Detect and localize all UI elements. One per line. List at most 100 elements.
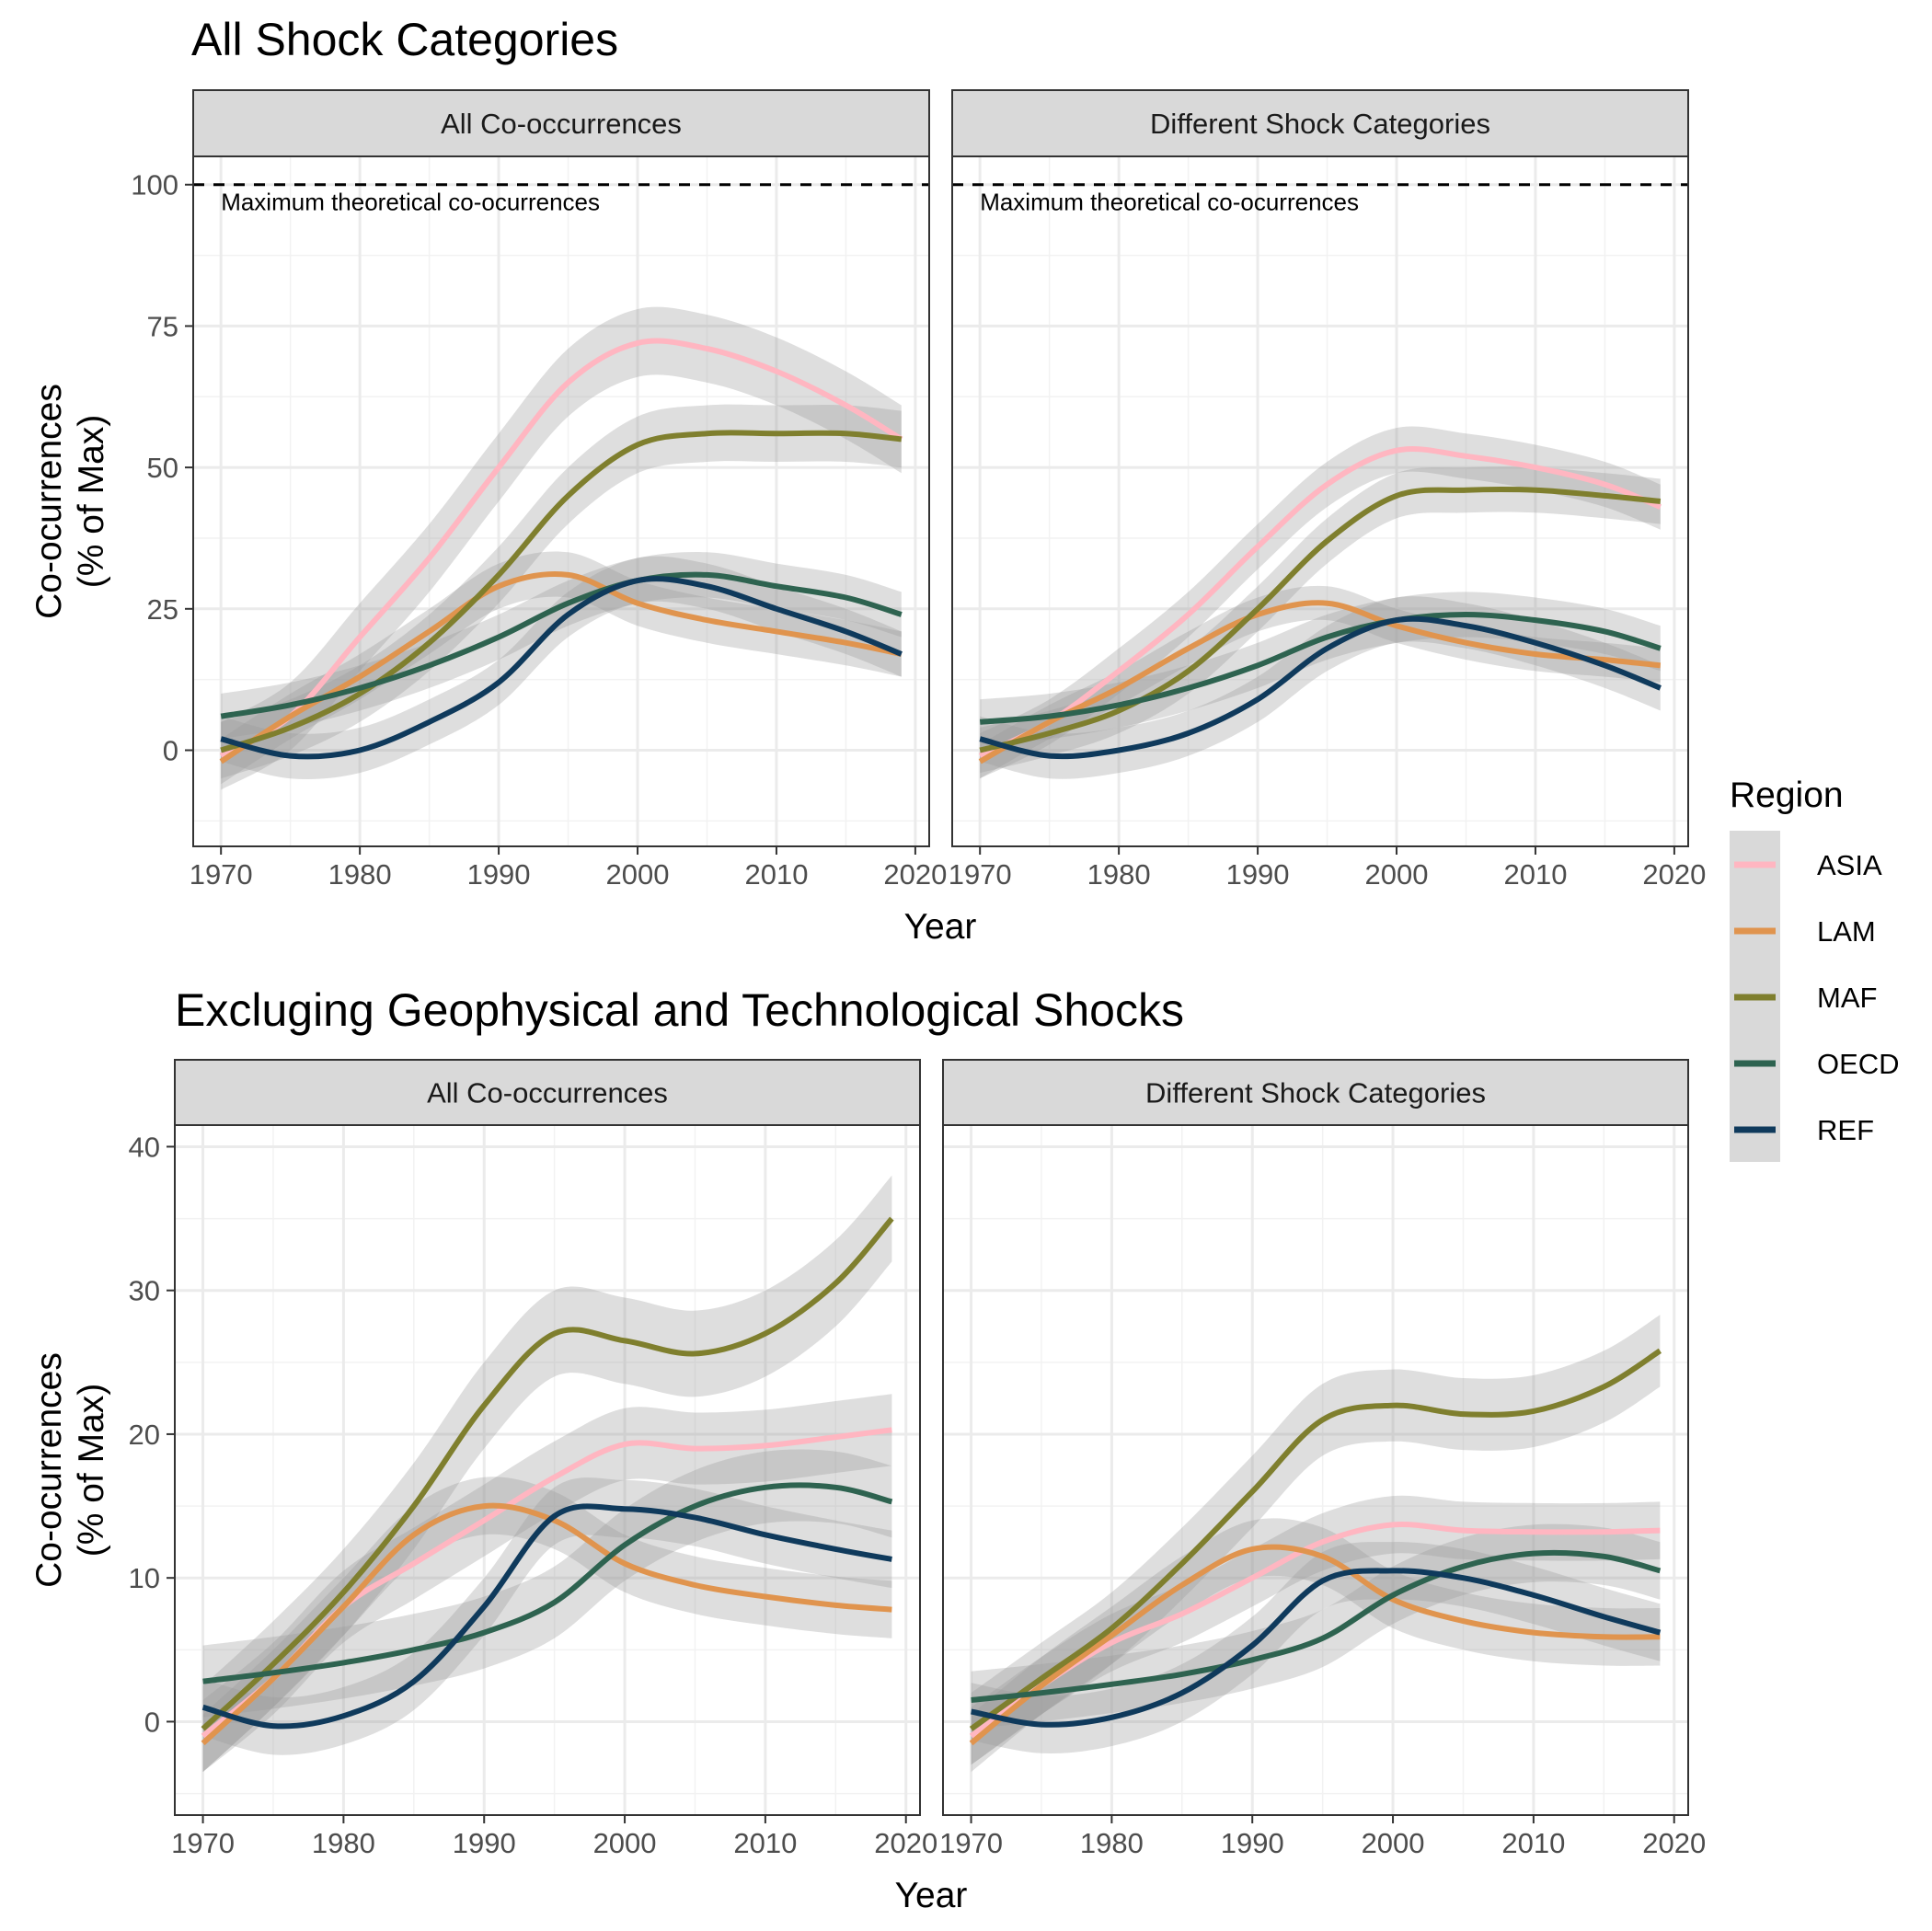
- x-tick-label: 2020: [1642, 1827, 1706, 1859]
- series-line-ref: [971, 1568, 1662, 1728]
- confidence-band-asia: [221, 306, 902, 790]
- confidence-band-ref: [971, 1542, 1661, 1754]
- x-tick-label: 1980: [312, 1827, 375, 1859]
- series-lines: [201, 1216, 894, 1746]
- x-tick-label: 1970: [171, 1827, 235, 1859]
- x-tick-label: 1980: [1087, 858, 1151, 891]
- series-lines: [219, 338, 903, 764]
- facet-strip: [951, 89, 1689, 157]
- x-tick-label: 2010: [733, 1827, 797, 1859]
- y-axis-title: Co-ocurrences(% of Max): [29, 1352, 111, 1588]
- x-tick-label: 2020: [1642, 858, 1706, 891]
- y-tick-label: 0: [144, 1706, 160, 1738]
- bottom-section-title: Excluging Geophysical and Technological …: [175, 984, 1184, 1036]
- facet-strip: [192, 89, 930, 157]
- x-tick-label: 2010: [1503, 858, 1567, 891]
- facet-strip-label: All Co-occurrences: [427, 1077, 668, 1109]
- y-axis-title: Co-ocurrences(% of Max): [29, 384, 111, 619]
- x-tick-label: 2020: [883, 858, 947, 891]
- series-line-lam: [969, 1544, 1661, 1746]
- confidence-band-oecd: [221, 552, 902, 740]
- legend-item-oecd: OECD: [1734, 1048, 1900, 1080]
- legend-label: OECD: [1817, 1048, 1900, 1080]
- x-tick-label: 1990: [453, 1827, 516, 1859]
- x-tick-label: 2000: [606, 858, 670, 891]
- legend: Region ASIA LAM MAF OECD REF: [1730, 776, 1900, 1162]
- y-tick-label: 50: [147, 452, 178, 484]
- legend-title: Region: [1730, 776, 1844, 815]
- facet-strip-label: All Co-occurrences: [441, 108, 682, 140]
- gridlines: [943, 1125, 1688, 1815]
- y-tick-label: 30: [129, 1275, 160, 1307]
- series-line-oecd: [971, 1549, 1662, 1703]
- series-line-ref: [220, 576, 903, 760]
- panel-1: All Co-occurrences Maximum theoretical co…: [29, 89, 977, 947]
- facet-strip: [174, 1059, 921, 1126]
- series-line-ref: [979, 615, 1662, 760]
- series-lines: [978, 446, 1662, 764]
- x-tick-label: 1970: [939, 1827, 1003, 1859]
- y-tick-label: 20: [129, 1419, 160, 1451]
- confidence-band-lam: [980, 585, 1661, 779]
- x-tick-label: 1990: [467, 858, 531, 891]
- y-axis-title-line: (% of Max): [72, 1384, 111, 1557]
- series-line-asia: [219, 338, 903, 759]
- confidence-band-ref: [980, 596, 1661, 779]
- panel-border: [951, 155, 1689, 847]
- legend-label: LAM: [1817, 915, 1876, 948]
- series-line-ref: [201, 1503, 892, 1730]
- legend-item-maf: MAF: [1734, 982, 1877, 1014]
- series-line-maf: [220, 430, 903, 753]
- facet-strip-label: Different Shock Categories: [1150, 108, 1490, 140]
- max-reference-annotation: Maximum theoretical co-ocurrences: [980, 189, 1359, 216]
- confidence-band-ref: [221, 556, 902, 779]
- series-line-maf: [969, 1348, 1662, 1731]
- panel-4: Different Shock Categories 1970 1980 1990 20…: [939, 1059, 1706, 1859]
- y-axis-title-line: Co-ocurrences: [29, 1352, 69, 1588]
- y-tick-label: 0: [163, 734, 178, 766]
- x-tick-label: 1980: [1080, 1827, 1144, 1859]
- confidence-band-maf: [971, 1315, 1661, 1765]
- confidence-band-lam: [202, 1477, 892, 1773]
- y-tick-label: 40: [129, 1131, 160, 1163]
- x-tick-label: 2020: [874, 1827, 937, 1859]
- x-tick-label: 2000: [593, 1827, 657, 1859]
- max-reference-annotation: Maximum theoretical co-ocurrences: [221, 189, 600, 216]
- series-line-oecd: [979, 612, 1662, 725]
- confidence-bands: [202, 1175, 892, 1773]
- x-tick-label: 1990: [1226, 858, 1290, 891]
- series-line-lam: [201, 1502, 892, 1746]
- legend-item-asia: ASIA: [1734, 849, 1882, 881]
- series-line-lam: [978, 600, 1662, 764]
- confidence-band-lam: [221, 551, 902, 785]
- panel-border: [192, 155, 930, 847]
- confidence-band-asia: [980, 426, 1661, 779]
- x-tick-label: 2000: [1365, 858, 1429, 891]
- x-tick-label: 1970: [190, 858, 253, 891]
- y-tick-label: 10: [129, 1562, 160, 1594]
- y-axis-title-line: Co-ocurrences: [29, 384, 69, 619]
- top-section-title: All Shock Categories: [191, 14, 618, 65]
- confidence-band-ref: [202, 1477, 892, 1755]
- legend-item-ref: REF: [1734, 1114, 1874, 1146]
- series-line-maf: [201, 1216, 894, 1731]
- confidence-band-oecd: [202, 1449, 892, 1718]
- legend-label: ASIA: [1817, 849, 1882, 881]
- confidence-band-maf: [221, 404, 902, 779]
- legend-label: REF: [1817, 1114, 1874, 1146]
- series-line-maf: [979, 486, 1662, 753]
- panel-2: Different Shock Categories Maximum theore…: [949, 89, 1706, 891]
- series-line-asia: [978, 446, 1662, 759]
- panel-border: [942, 1124, 1689, 1816]
- y-tick-label: 100: [131, 169, 178, 201]
- confidence-band-maf: [202, 1175, 892, 1773]
- x-axis-title: Year: [904, 907, 977, 947]
- legend-item-lam: LAM: [1734, 915, 1876, 948]
- x-tick-label: 2010: [744, 858, 808, 891]
- y-tick-label: 25: [147, 593, 178, 626]
- x-tick-label: 1970: [949, 858, 1012, 891]
- x-tick-label: 2000: [1362, 1827, 1425, 1859]
- confidence-bands: [221, 306, 902, 790]
- panel-border: [174, 1124, 921, 1816]
